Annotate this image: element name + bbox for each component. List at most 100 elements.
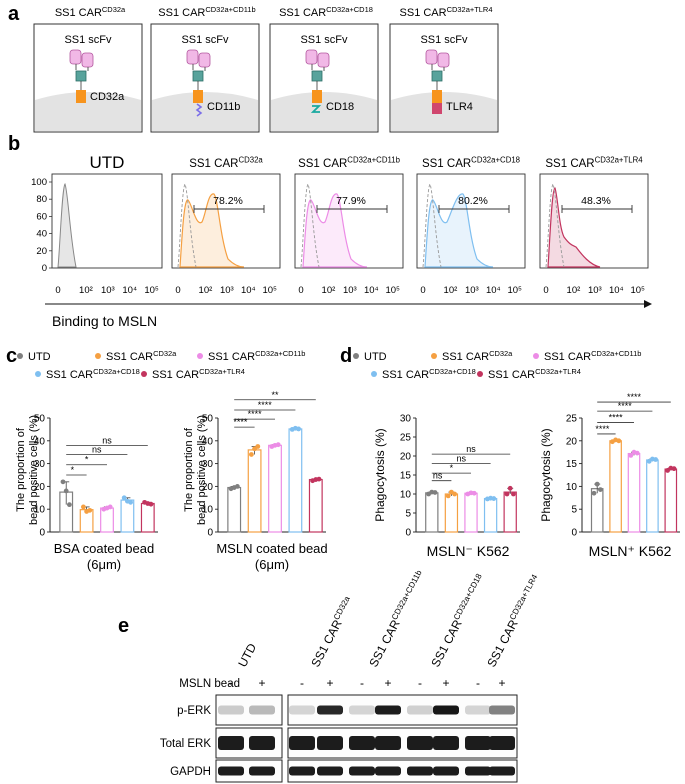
msln-pos-chart-data-point <box>671 466 677 472</box>
msln-neg-chart-y-tick-label: 30 <box>400 414 412 425</box>
lane-label-base: SS1 CAR <box>308 617 345 669</box>
bsa-chart-bar <box>120 499 135 533</box>
bsa-chart-bar <box>140 502 155 533</box>
y-tick-label: 60 <box>36 211 47 222</box>
lane-label: SS1 CARCD32a <box>308 594 357 669</box>
cd18-domain <box>310 105 322 113</box>
bead-plus: + <box>326 676 333 690</box>
construct-title-base: SS1 CAR <box>158 7 205 19</box>
hinge <box>311 64 325 71</box>
panel-c-letter: c <box>6 345 17 367</box>
scfv-domain-right <box>317 52 330 68</box>
bsa-chart-data-point <box>121 495 127 501</box>
panel-d-legend-entry-sup: CD32a <box>489 349 513 358</box>
x-tick-label: 10⁴ <box>122 285 137 296</box>
histogram-title: SS1 CARCD32a+CD11b <box>298 156 400 170</box>
msln-size-label: (6μm) <box>255 557 289 572</box>
bsa-y-axis-label: The proportion of <box>15 427 27 512</box>
domain-label: CD11b <box>207 101 240 113</box>
blot-band <box>433 705 459 715</box>
lane-label: SS1 CARCD32a+TLR4 <box>484 573 545 670</box>
histogram-title-sup: CD32a+TLR4 <box>595 156 644 165</box>
blot-band <box>317 736 343 750</box>
construct-title-sup: CD32a <box>102 5 126 14</box>
histogram-title: SS1 CARCD32a <box>189 156 263 170</box>
histogram-title-base: SS1 CAR <box>189 158 238 170</box>
x-tick-label: 10³ <box>220 285 234 296</box>
blot-membrane <box>287 759 518 783</box>
panel-d-legend-entry: SS1 CARCD32a+CD11b <box>544 349 641 363</box>
msln-pos-chart-data-point <box>591 490 597 496</box>
panel-c-legend-entry-sup: CD32a+TLR4 <box>199 367 245 376</box>
msln-neg-chart-y-tick-label: 20 <box>400 452 412 463</box>
msln-neg-chart-data-point <box>507 485 513 491</box>
msln-pos-chart-significance-label: **** <box>595 424 610 434</box>
positive-gate <box>561 205 633 213</box>
panel-d-legend-entry-base: SS1 CAR <box>488 369 535 381</box>
msln-neg-chart-y-tick-label: 0 <box>405 528 411 539</box>
x-tick-label: 10⁴ <box>241 285 256 296</box>
scfv-domain-right <box>198 52 211 68</box>
bsa-y-axis-label: bead positive cells (%) <box>28 415 40 525</box>
x-tick-label: 10² <box>199 285 213 296</box>
msln-neg-y-axis-label: Phagocytosis (%) <box>373 428 387 521</box>
msln-chart-bar <box>288 428 303 533</box>
bead-minus: - <box>360 676 364 690</box>
bsa-chart-data-point <box>67 502 72 508</box>
gate-percent: 80.2% <box>458 195 488 207</box>
msln-neg-chart-data-point <box>445 493 451 499</box>
msln-neg-x-label: MSLN⁻ K562 <box>427 543 510 559</box>
histogram-title-base: SS1 CAR <box>298 158 347 170</box>
positive-gate <box>316 205 388 213</box>
x-tick-label: 10³ <box>588 285 602 296</box>
legend-marker <box>35 371 41 377</box>
lane-label-sup: CD32a <box>332 594 352 621</box>
cd11b-domain <box>195 103 203 117</box>
msln-neg-chart-significance-label: ns <box>456 454 466 464</box>
legend-marker <box>141 371 147 377</box>
arrow-head <box>644 300 652 308</box>
msln-neg-chart-y-tick-label: 10 <box>400 490 412 501</box>
blot-band <box>317 766 343 776</box>
blot-band <box>249 736 275 750</box>
msln-pos-chart-data-point <box>634 450 640 456</box>
blot-band <box>218 736 244 750</box>
blot-band <box>349 766 375 776</box>
scfv-domain-left <box>69 49 82 65</box>
histogram-title-base: SS1 CAR <box>545 158 594 170</box>
blot-band <box>465 766 491 776</box>
x-axis-label: Binding to MSLN <box>52 313 157 329</box>
x-tick-label: 10⁵ <box>385 285 400 296</box>
msln-pos-chart-data-point <box>616 438 622 444</box>
blot-band <box>407 705 433 715</box>
bsa-chart-significance-label: * <box>85 455 89 465</box>
msln-neg-chart-data-point <box>511 491 516 497</box>
bead-minus: - <box>229 676 233 690</box>
bsa-chart-y-tick-label: 50 <box>34 414 46 425</box>
construct-title-sup: CD32a+TLR4 <box>447 5 493 14</box>
gate-percent: 78.2% <box>213 195 243 207</box>
blot-band <box>489 766 515 776</box>
panel-b-letter: b <box>8 133 20 155</box>
transmembrane-domain <box>311 70 323 82</box>
msln-chart-y-tick-label: 20 <box>202 482 214 493</box>
msln-pos-chart-y-tick-label: 15 <box>566 459 578 470</box>
bead-plus: + <box>384 676 391 690</box>
x-tick-label: 10⁴ <box>364 285 379 296</box>
msln-neg-chart-data-point <box>491 496 497 501</box>
msln-neg-chart-significance-label: * <box>450 463 454 473</box>
bsa-chart-data-point <box>128 499 134 505</box>
msln-chart-significance-label: **** <box>233 417 248 427</box>
utd-histogram-title: UTD <box>90 153 125 172</box>
panel-c-legend-entry-sup: CD32a+CD18 <box>93 367 140 376</box>
msln-pos-chart-y-tick-label: 20 <box>566 436 578 447</box>
x-tick-label: 10³ <box>343 285 357 296</box>
panel-c-legend-entry: UTD <box>28 351 51 363</box>
msln-neg-chart-bar <box>483 497 498 533</box>
histogram-title: SS1 CARCD32a+TLR4 <box>545 156 643 170</box>
msln-neg-chart-data-point <box>504 491 510 497</box>
legend-marker <box>95 353 101 359</box>
